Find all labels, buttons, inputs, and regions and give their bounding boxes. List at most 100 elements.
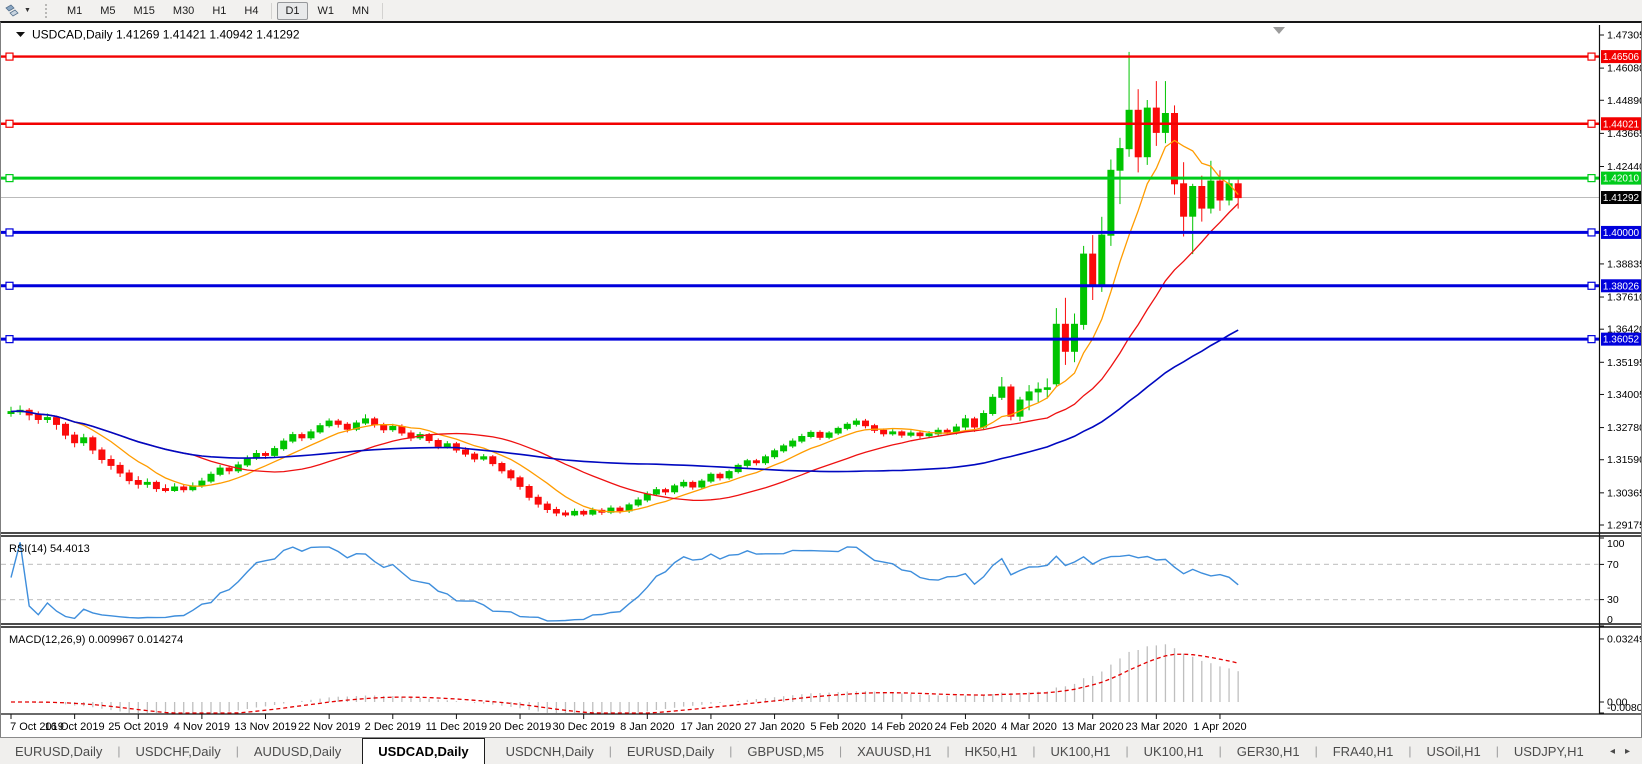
bull-candle [652, 489, 660, 495]
line-handle[interactable] [1587, 335, 1596, 344]
chart-tab-xauusd-h1[interactable]: XAUUSD,H1 [857, 743, 932, 759]
line-handle[interactable] [5, 335, 14, 344]
price-tick-label: 1.32780 [1607, 422, 1641, 434]
timeframe-button-m30[interactable]: M30 [172, 4, 195, 17]
tab-separator: | [1125, 744, 1129, 758]
bear-candle [689, 481, 697, 488]
line-handle[interactable] [1587, 281, 1596, 290]
bear-candle [816, 431, 824, 438]
bear-candle [1171, 113, 1178, 185]
timeframe-button-h4[interactable]: H4 [244, 4, 259, 17]
chart-tab-ger30-h1[interactable]: GER30,H1 [1236, 743, 1300, 759]
rsi-tick-label: 0 [1607, 614, 1613, 626]
bear-candle [34, 414, 42, 420]
line-handle[interactable] [5, 228, 14, 237]
bull-candle [1143, 107, 1151, 158]
current-price-badge-text: 1.41292 [1603, 193, 1640, 204]
bull-candle [980, 413, 988, 428]
line-handle[interactable] [5, 174, 14, 183]
tab-scroll-right-icon[interactable]: ▸ [1624, 745, 1630, 757]
line-handle[interactable] [5, 119, 14, 128]
timeframe-button-m5[interactable]: M5 [100, 4, 116, 17]
bear-candle [462, 449, 469, 455]
chart-tab-uk100-h1[interactable]: UK100,H1 [1143, 743, 1204, 759]
date-tick-label: 16 Oct 2019 [45, 721, 105, 733]
bull-candle [1080, 253, 1088, 325]
bear-candle [380, 424, 388, 431]
bull-candle [480, 456, 488, 460]
date-tick-label: 4 Nov 2019 [174, 721, 230, 733]
chart-tab-audusd-daily[interactable]: AUDUSD,Daily [253, 743, 342, 759]
bear-candle [1089, 253, 1097, 288]
price-badge-1.46506-text: 1.46506 [1603, 52, 1640, 63]
bear-candle [507, 470, 515, 479]
bear-candle [1134, 109, 1142, 158]
timeframe-button-h1[interactable]: H1 [212, 4, 227, 17]
bull-candle [143, 481, 151, 485]
date-tick-label: 14 Feb 2020 [871, 721, 933, 733]
chart-tab-usoil-h1[interactable]: USOil,H1 [1426, 743, 1481, 759]
bear-candle [971, 418, 978, 428]
chart-title-caret-icon[interactable] [16, 32, 25, 37]
chart-tab-hk50-h1[interactable]: HK50,H1 [964, 743, 1018, 759]
price-badge-1.40000-text: 1.40000 [1603, 228, 1640, 239]
bull-candle [216, 467, 224, 475]
tab-separator: | [729, 744, 733, 758]
bear-candle [1180, 183, 1188, 217]
date-tick-label: 17 Jan 2020 [681, 721, 742, 733]
bull-candle [1116, 148, 1124, 171]
price-tick-label: 1.46080 [1607, 63, 1641, 75]
bull-candle [280, 440, 288, 450]
line-handle[interactable] [1587, 52, 1596, 61]
bull-candle [780, 445, 788, 452]
bull-candle [589, 509, 597, 515]
bull-candle [698, 480, 706, 488]
timeframe-button-mn[interactable]: MN [352, 4, 370, 17]
chart-tab-gbpusd-m5[interactable]: GBPUSD,M5 [747, 743, 824, 759]
price-tick-label: 1.34005 [1607, 389, 1641, 401]
chevron-down-icon[interactable]: ▼ [24, 7, 31, 14]
bear-candle [562, 512, 569, 516]
timeframe-button-m15[interactable]: M15 [133, 4, 155, 17]
line-handle[interactable] [1587, 174, 1596, 183]
toolbar-drag-handle[interactable] [44, 3, 52, 18]
bull-candle [207, 473, 215, 482]
timeframe-button-m1[interactable]: M1 [66, 4, 83, 17]
bear-candle [98, 449, 106, 460]
chart-tab-usdchf-daily[interactable]: USDCHF,Daily [135, 743, 221, 759]
tab-scroll-left-icon[interactable]: ◂ [1609, 745, 1615, 757]
chart-tab-fra40-h1[interactable]: FRA40,H1 [1332, 743, 1394, 759]
price-tick-label: 1.44890 [1607, 95, 1641, 107]
chart-tab-usdjpy-h1[interactable]: USDJPY,H1 [1513, 743, 1584, 759]
chart-tab-eurusd-daily[interactable]: EURUSD,Daily [15, 743, 103, 759]
chart-tab-usdcad-daily[interactable]: USDCAD,Daily [362, 738, 485, 764]
top-toolbar: ▼ M1 M5 M15 M30 H1 H4 D1 W1 MN [0, 0, 1642, 22]
chart-shift-marker-icon[interactable] [1273, 27, 1285, 34]
line-handle[interactable] [5, 281, 14, 290]
date-tick-label: 2 Dec 2019 [365, 721, 421, 733]
price-badge-1.36052 [1601, 332, 1641, 346]
date-tick-label: 27 Jan 2020 [744, 721, 805, 733]
date-tick-label: 30 Dec 2019 [552, 721, 614, 733]
bear-candle [898, 431, 906, 436]
bull-candle [743, 460, 751, 466]
bear-candle [471, 453, 479, 460]
bull-candle [989, 396, 997, 414]
line-handle[interactable] [1587, 119, 1596, 128]
bear-candle [1152, 107, 1160, 133]
macd-histogram [19, 644, 1239, 713]
line-handle[interactable] [5, 52, 14, 61]
chart-tab-eurusd-daily[interactable]: EURUSD,Daily [626, 743, 715, 759]
chart-tool-button[interactable]: ▼ [0, 3, 35, 18]
timeframe-button-w1[interactable]: W1 [317, 4, 335, 17]
line-handle[interactable] [1587, 228, 1596, 237]
bull-candle [1189, 186, 1197, 217]
rsi-line [10, 542, 1239, 622]
bull-candle [243, 457, 251, 466]
chart-tab-uk100-h1[interactable]: UK100,H1 [1050, 743, 1111, 759]
bear-candle [543, 503, 551, 511]
chart-canvas[interactable]: 1.47305 1.46080 1.44890 1.43665 1.42440 1.388… [1, 23, 1641, 737]
bear-candle [662, 489, 669, 493]
timeframe-button-d1[interactable]: D1 [277, 1, 308, 20]
chart-tab-usdcnh-daily[interactable]: USDCNH,Daily [505, 743, 594, 759]
